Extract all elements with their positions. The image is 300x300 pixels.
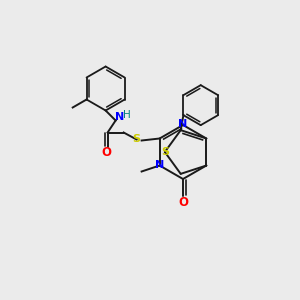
Text: O: O	[178, 196, 188, 208]
Text: N: N	[115, 112, 124, 122]
Text: S: S	[161, 147, 169, 157]
Text: S: S	[133, 134, 141, 145]
Text: N: N	[178, 119, 188, 129]
Text: N: N	[155, 160, 164, 170]
Text: H: H	[123, 110, 130, 119]
Text: O: O	[102, 146, 112, 159]
